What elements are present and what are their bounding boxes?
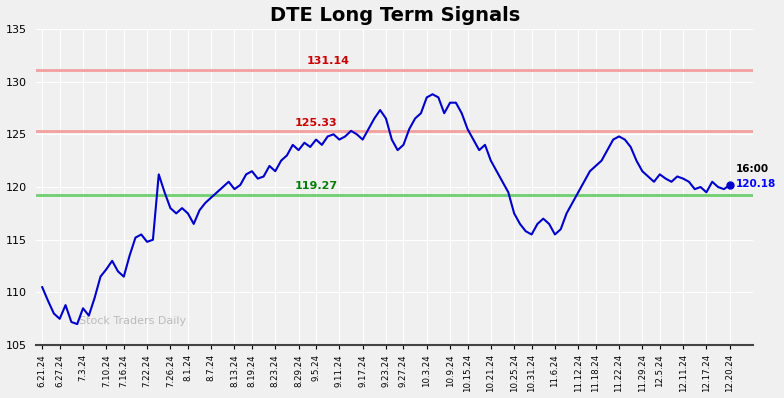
Text: 131.14: 131.14 [307, 56, 349, 66]
Title: DTE Long Term Signals: DTE Long Term Signals [270, 6, 520, 25]
Text: 125.33: 125.33 [295, 117, 337, 128]
Text: Stock Traders Daily: Stock Traders Daily [79, 316, 187, 326]
Text: 16:00: 16:00 [735, 164, 768, 174]
Text: 119.27: 119.27 [295, 181, 338, 191]
Text: 120.18: 120.18 [735, 179, 776, 189]
